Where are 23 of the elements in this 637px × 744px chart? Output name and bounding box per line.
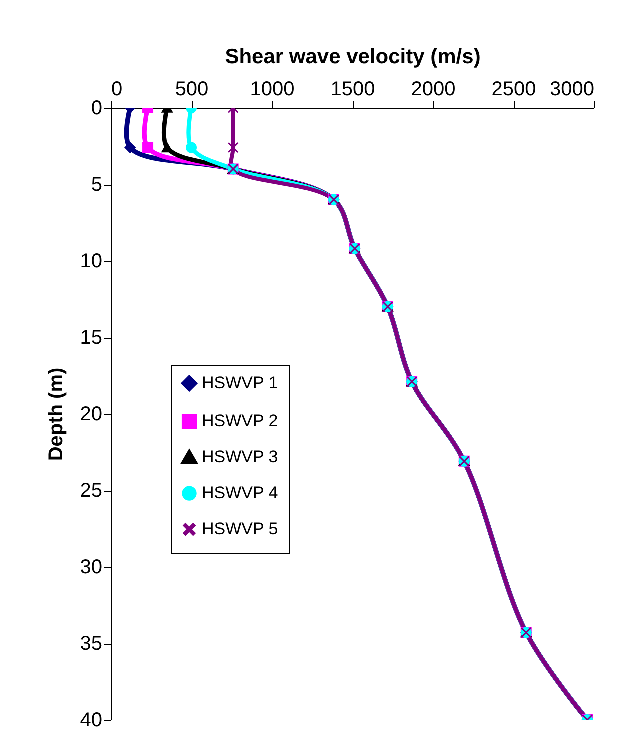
- legend-label: HSWVP 1: [202, 374, 278, 393]
- x-tick-label: 0: [112, 78, 123, 100]
- x-tick-label: 1000: [250, 78, 295, 100]
- y-tick-label: 25: [80, 480, 102, 502]
- y-axis-title: Depth (m): [45, 368, 68, 462]
- y-tick-label: 15: [80, 327, 102, 349]
- x-tick-label: 3000: [550, 78, 594, 100]
- x-axis-title: Shear wave velocity (m/s): [225, 46, 481, 68]
- y-tick-label: 40: [80, 710, 102, 732]
- x-tick-label: 500: [175, 78, 209, 100]
- legend-label: HSWVP 3: [202, 448, 278, 467]
- legend-label: HSWVP 2: [202, 412, 278, 431]
- y-tick-label: 5: [91, 174, 102, 196]
- y-tick-label: 30: [80, 556, 102, 578]
- x-tick-label: 1500: [330, 78, 376, 100]
- x-tick-label: 2000: [411, 78, 456, 100]
- legend-label: HSWVP 4: [202, 484, 278, 503]
- x-tick-label: 2500: [492, 78, 536, 100]
- y-tick-label: 10: [80, 250, 102, 272]
- y-tick-label: 35: [80, 633, 102, 655]
- y-tick-label: 20: [80, 404, 102, 426]
- legend-label: HSWVP 5: [202, 520, 278, 539]
- y-tick-label: 0: [91, 98, 102, 120]
